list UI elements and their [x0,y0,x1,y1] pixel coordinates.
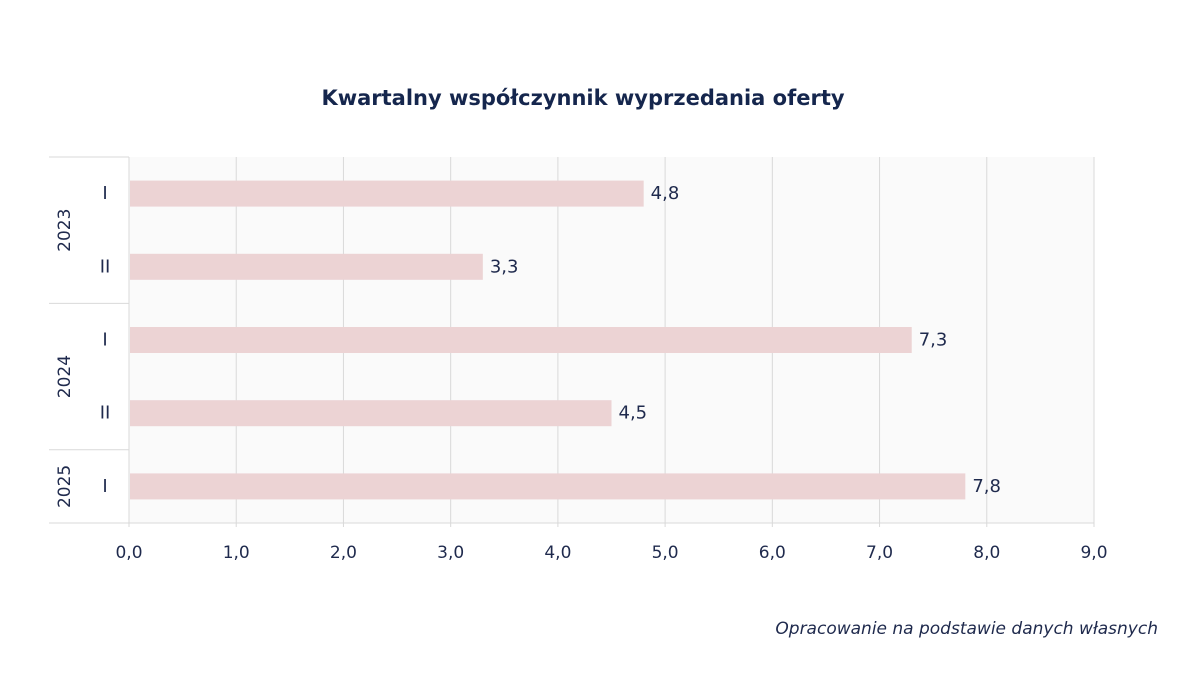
quarter-label: II [100,256,111,277]
bar [130,473,966,500]
source-note: Opracowanie na podstawie danych własnych [775,619,1158,639]
bar-value-label: 3,3 [490,256,519,277]
x-tick-label: 6,0 [759,543,786,563]
quarter-label: I [102,183,107,204]
x-tick-label: 4,0 [544,543,571,563]
bar-value-label: 4,8 [651,183,680,204]
x-tick-label: 0,0 [115,543,142,563]
quarter-label: I [102,476,107,497]
x-tick-label: 2,0 [330,543,357,563]
quarter-label: II [100,403,111,424]
x-tick-label: 5,0 [652,543,679,563]
x-tick-label: 9,0 [1080,543,1107,563]
bar [130,327,912,353]
year-label: 2025 [55,465,75,508]
bar-value-label: 4,5 [619,403,648,424]
x-tick-label: 7,0 [866,543,893,563]
x-tick-label: 1,0 [223,543,250,563]
bar [130,253,483,280]
year-label: 2024 [55,355,75,398]
year-label: 2023 [55,209,75,252]
chart-title: Kwartalny współczynnik wyprzedania ofert… [321,86,845,110]
bar [130,180,644,207]
quarter-label: I [102,330,107,351]
bar-value-label: 7,8 [972,476,1001,497]
x-tick-label: 3,0 [437,543,464,563]
bar [130,400,612,427]
x-tick-label: 8,0 [973,543,1000,563]
bar-value-label: 7,3 [919,330,948,351]
